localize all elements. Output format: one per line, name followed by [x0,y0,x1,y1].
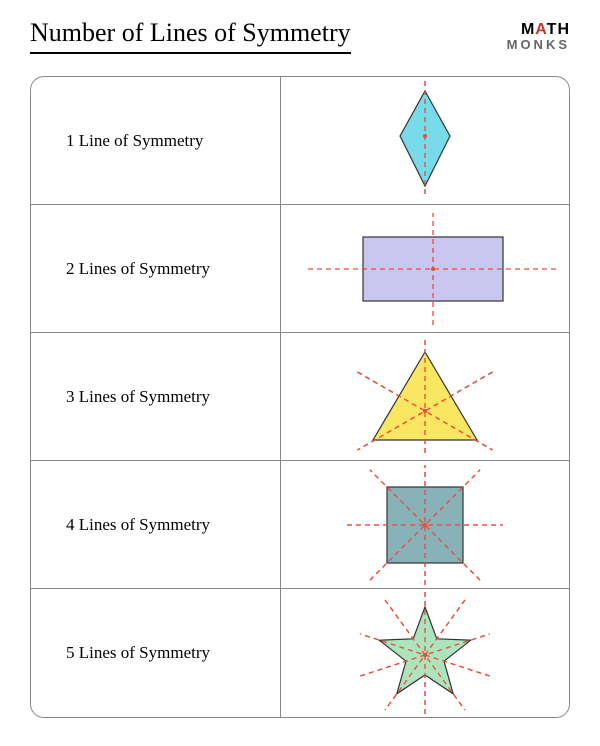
shape-cell-rectangle [281,205,569,332]
row-label: 3 Lines of Symmetry [31,333,281,460]
table-row: 1 Line of Symmetry [31,77,569,205]
table-row: 3 Lines of Symmetry [31,333,569,461]
shape-cell-square [281,461,569,588]
logo: MATH MONKS [507,22,570,51]
row-label: 1 Line of Symmetry [31,77,281,204]
row-label: 5 Lines of Symmetry [31,589,281,717]
shape-cell-kite [281,77,569,204]
symmetry-table: 1 Line of Symmetry 2 Lines of Symmetry 3… [30,76,570,718]
table-row: 5 Lines of Symmetry [31,589,569,717]
shape-cell-star [281,589,569,717]
row-label: 2 Lines of Symmetry [31,205,281,332]
row-label: 4 Lines of Symmetry [31,461,281,588]
table-row: 4 Lines of Symmetry [31,461,569,589]
table-row: 2 Lines of Symmetry [31,205,569,333]
page-title: Number of Lines of Symmetry [30,18,351,54]
shape-cell-triangle [281,333,569,460]
